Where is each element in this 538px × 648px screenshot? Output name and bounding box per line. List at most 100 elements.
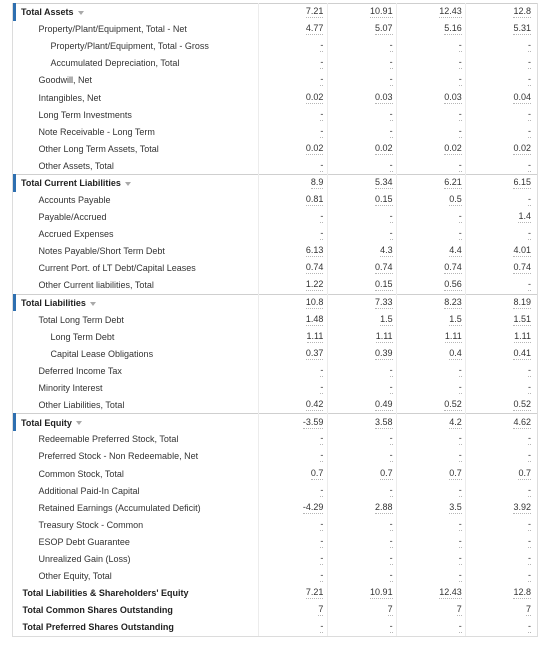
value-cell: 0.02 xyxy=(468,140,537,157)
value-cell: - xyxy=(260,38,329,55)
cell-value: 0.52 xyxy=(513,398,531,411)
table-row: Intangibles, Net 0.02 0.03 0.03 0.04 xyxy=(15,89,538,106)
value-cell: 1.11 xyxy=(468,328,537,345)
table-row: ESOP Debt Guarantee - - - - xyxy=(15,533,538,550)
cell-value: - xyxy=(528,433,531,446)
row-label: Treasury Stock - Common xyxy=(38,519,144,530)
chevron-down-icon[interactable] xyxy=(75,421,82,426)
value-cell: - xyxy=(399,516,468,533)
section-row[interactable]: Total Equity -3.59 3.58 4.2 4.62 xyxy=(13,413,537,431)
cell-value: 7.33 xyxy=(375,296,393,309)
table-row: Treasury Stock - Common - - - - xyxy=(15,516,538,533)
value-cell: - xyxy=(468,516,537,533)
value-cell: 7 xyxy=(468,602,537,619)
value-cell: - xyxy=(468,55,537,72)
value-cell: - xyxy=(468,380,537,397)
value-cell: - xyxy=(260,619,329,636)
section-row[interactable]: Total Assets 7.21 10.91 12.43 12.8 xyxy=(13,2,537,21)
column-divider xyxy=(327,3,328,636)
cell-value: - xyxy=(528,194,531,207)
value-cell: 0.5 xyxy=(399,192,468,209)
cell-value: 0.02 xyxy=(375,142,393,155)
value-cell: 0.15 xyxy=(329,192,398,209)
value-cell: - xyxy=(399,568,468,585)
row-label-cell: Other Equity, Total xyxy=(15,568,261,585)
row-label: Property/Plant/Equipment, Total - Net xyxy=(38,24,187,35)
balance-sheet-rows: Total Assets 7.21 10.91 12.43 12.8 Property/P… xyxy=(13,2,538,636)
cell-value: 4.2 xyxy=(449,416,462,429)
value-cell: - xyxy=(260,123,329,140)
chevron-down-icon[interactable] xyxy=(124,181,131,186)
value-cell: 6.21 xyxy=(398,173,468,192)
cell-value: - xyxy=(458,74,462,87)
value-cell: 0.74 xyxy=(399,260,468,277)
row-label[interactable]: Total Current Liabilities xyxy=(21,178,121,189)
section-row[interactable]: Total Current Liabilities 8.9 5.34 6.21 6.15 xyxy=(13,173,537,192)
value-cell: 1.22 xyxy=(260,277,329,294)
value-cell: 1.11 xyxy=(399,328,468,345)
value-cell: 0.7 xyxy=(468,465,537,482)
row-label[interactable]: Total Liabilities xyxy=(21,297,86,308)
row-label[interactable]: Total Equity xyxy=(21,417,72,428)
cell-value: - xyxy=(320,40,324,53)
row-label: Total Long Term Debt xyxy=(38,314,124,325)
row-label: Total Preferred Shares Outstanding xyxy=(22,622,174,633)
value-cell: - xyxy=(260,482,329,499)
total-row: Total Preferred Shares Outstanding - - - - xyxy=(15,619,538,636)
cell-value: 0.7 xyxy=(449,467,462,480)
table-row: Other Current liabilities, Total 1.22 0.15… xyxy=(15,277,538,294)
value-cell: 10.8 xyxy=(260,293,330,312)
value-cell: 0.56 xyxy=(399,277,468,294)
value-cell: 7 xyxy=(329,602,398,619)
cell-value: 0.7 xyxy=(310,467,324,480)
cell-value: 0.74 xyxy=(513,262,531,275)
value-cell: - xyxy=(329,72,398,89)
value-cell: - xyxy=(329,568,398,585)
cell-value: - xyxy=(320,74,324,87)
cell-value: 12.43 xyxy=(439,587,462,600)
row-label: Unrealized Gain (Loss) xyxy=(38,554,131,565)
row-label-cell: ESOP Debt Guarantee xyxy=(15,533,261,550)
cell-value: 7.21 xyxy=(305,6,324,19)
cell-value: 1.48 xyxy=(305,313,324,326)
value-cell: 0.02 xyxy=(329,140,398,157)
cell-value: 2.88 xyxy=(375,501,393,514)
row-label: Long Term Debt xyxy=(50,331,115,342)
cell-value: - xyxy=(389,108,393,121)
cell-value: - xyxy=(528,535,531,548)
cell-value: 0.7 xyxy=(380,467,393,480)
value-cell: 4.01 xyxy=(468,243,537,260)
value-cell: - xyxy=(260,568,329,585)
value-cell: 0.81 xyxy=(260,192,329,209)
cell-value: 1.11 xyxy=(306,330,324,343)
chevron-down-icon[interactable] xyxy=(77,10,84,15)
table-row: Unrealized Gain (Loss) - - - - xyxy=(15,551,538,568)
value-cell: 0.02 xyxy=(260,89,329,106)
cell-value: - xyxy=(458,57,462,70)
row-label: ESOP Debt Guarantee xyxy=(38,536,130,547)
cell-value: 0.52 xyxy=(444,398,462,411)
chevron-down-icon[interactable] xyxy=(89,301,96,306)
value-cell: 4.77 xyxy=(260,21,329,38)
value-cell: - xyxy=(329,551,398,568)
cell-value: 3.58 xyxy=(375,416,393,429)
value-cell: 0.49 xyxy=(329,397,398,414)
value-cell: - xyxy=(260,106,329,123)
cell-value: - xyxy=(458,125,462,138)
column-divider xyxy=(258,3,259,636)
value-cell: 2.88 xyxy=(329,499,398,516)
row-label: Accumulated Depreciation, Total xyxy=(50,58,180,69)
table-row: Long Term Debt 1.11 1.11 1.11 1.11 xyxy=(15,328,538,345)
cell-value: 1.11 xyxy=(514,330,531,343)
row-label-cell: Long Term Debt xyxy=(15,328,261,345)
cell-value: - xyxy=(528,518,531,531)
table-row: Accrued Expenses - - - - xyxy=(15,226,538,243)
section-row[interactable]: Total Liabilities 10.8 7.33 8.23 8.19 xyxy=(13,293,537,312)
row-label: Redeemable Preferred Stock, Total xyxy=(38,434,179,445)
value-cell: 1.5 xyxy=(399,311,468,328)
row-label[interactable]: Total Assets xyxy=(21,7,74,18)
cell-value: - xyxy=(320,433,324,446)
row-label-cell: Deferred Income Tax xyxy=(15,362,261,379)
row-label: Minority Interest xyxy=(38,383,103,394)
table-row: Other Long Term Assets, Total 0.02 0.02 0.0… xyxy=(15,140,538,157)
